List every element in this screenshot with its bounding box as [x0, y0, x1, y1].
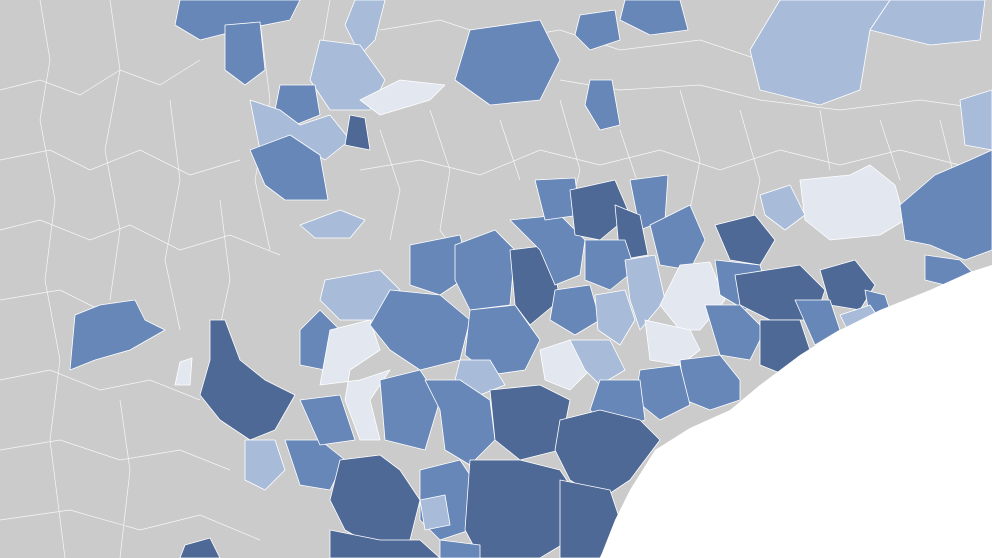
region	[419, 494, 451, 531]
region	[594, 289, 636, 346]
region	[959, 89, 992, 151]
region	[439, 539, 481, 558]
region	[309, 39, 386, 111]
region	[249, 134, 329, 201]
region	[574, 9, 621, 51]
region	[319, 319, 391, 441]
region	[69, 299, 166, 371]
region	[644, 319, 701, 366]
region	[329, 529, 441, 558]
region	[549, 284, 601, 336]
region	[244, 439, 286, 491]
region	[569, 179, 631, 241]
region	[869, 0, 986, 46]
region	[344, 0, 386, 56]
sea	[600, 265, 992, 558]
region	[344, 114, 371, 151]
region	[199, 319, 296, 441]
region	[464, 304, 541, 376]
region	[704, 304, 766, 361]
region	[619, 0, 689, 36]
region	[174, 357, 193, 386]
regions	[69, 0, 992, 558]
region	[379, 369, 441, 451]
region	[649, 204, 706, 271]
region	[369, 289, 471, 371]
region	[179, 537, 221, 558]
region	[624, 254, 666, 331]
region	[424, 379, 496, 466]
region	[714, 214, 776, 266]
region	[359, 79, 446, 116]
region	[454, 229, 516, 311]
region	[584, 79, 621, 131]
region	[899, 149, 992, 261]
region	[454, 19, 561, 106]
region	[584, 239, 636, 291]
region	[299, 394, 356, 446]
region	[569, 339, 626, 386]
region	[224, 21, 266, 86]
region	[554, 409, 661, 501]
region	[759, 184, 806, 231]
region	[299, 209, 366, 239]
